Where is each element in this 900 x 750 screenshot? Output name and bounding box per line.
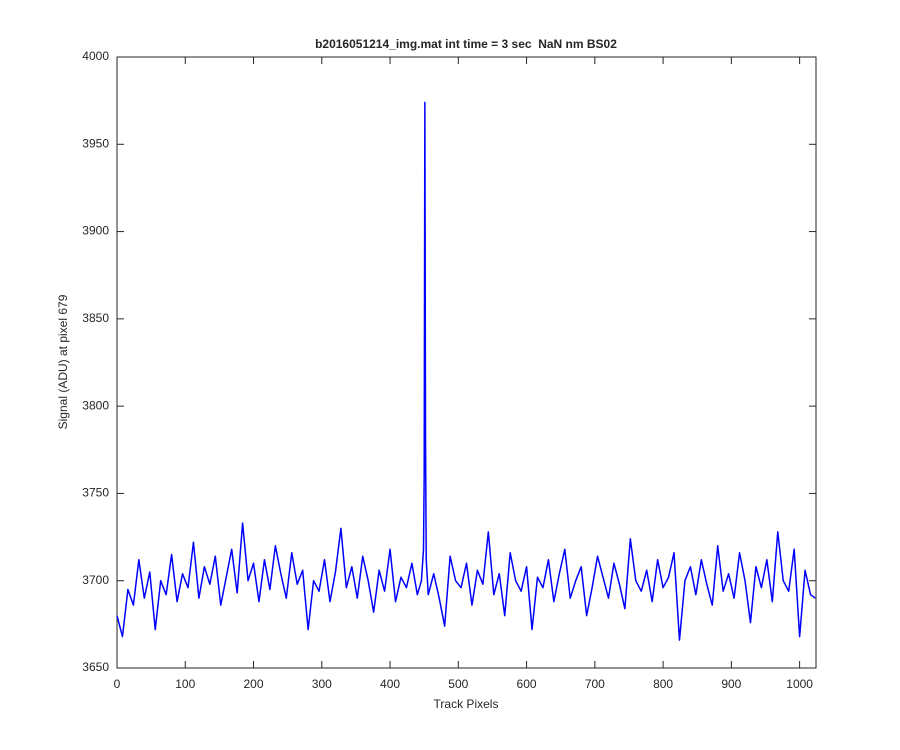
- y-tick-label: 3750: [82, 486, 109, 500]
- x-tick-label: 300: [312, 677, 332, 691]
- signal-line: [116, 101, 816, 641]
- x-tick-label: 1000: [786, 677, 813, 691]
- x-tick-label: 900: [721, 677, 741, 691]
- x-tick-label: 0: [114, 677, 121, 691]
- y-axis-label: Signal (ADU) at pixel 679: [56, 294, 70, 429]
- y-tick-label: 3900: [82, 224, 109, 238]
- x-axis-label: Track Pixels: [434, 697, 499, 711]
- y-tick-label: 3950: [82, 136, 109, 150]
- y-tick-label: 4000: [82, 49, 109, 63]
- x-tick-label: 500: [448, 677, 468, 691]
- x-tick-label: 800: [653, 677, 673, 691]
- y-tick-label: 3700: [82, 573, 109, 587]
- x-tick-label: 700: [585, 677, 605, 691]
- chart-title: b2016051214_img.mat int time = 3 sec NaN…: [315, 37, 617, 51]
- y-tick-label: 3850: [82, 311, 109, 325]
- x-tick-label: 100: [175, 677, 195, 691]
- x-tick-label: 400: [380, 677, 400, 691]
- x-tick-label: 600: [517, 677, 537, 691]
- plot-frame: [116, 56, 817, 669]
- y-tick-label: 3800: [82, 398, 109, 412]
- y-tick-label: 3650: [82, 660, 109, 674]
- x-tick-label: 200: [244, 677, 264, 691]
